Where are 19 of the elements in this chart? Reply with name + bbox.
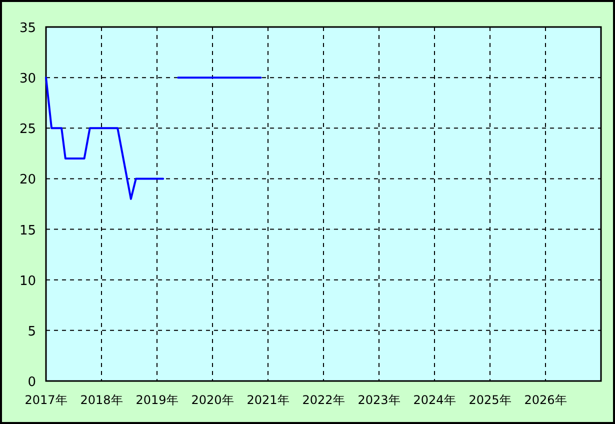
y-tick-label: 30 [19, 72, 36, 87]
y-tick-label: 5 [28, 324, 36, 340]
y-tick-label: 15 [19, 223, 36, 238]
x-tick-label: 2019年 [136, 393, 178, 407]
y-tick-label: 10 [19, 274, 36, 289]
y-tick-label: 25 [19, 122, 36, 138]
y-tick-label: 0 [28, 375, 36, 390]
x-tick-label: 2018年 [80, 393, 123, 407]
y-tick-label: 20 [19, 172, 36, 188]
x-tick-label: 2024年 [413, 393, 456, 407]
x-tick-label: 2026年 [524, 393, 567, 407]
x-tick-label: 2022年 [302, 393, 345, 407]
x-tick-label: 2025年 [468, 393, 512, 407]
y-tick-label: 35 [19, 21, 36, 36]
line-series [45, 76, 164, 200]
x-tick-label: 2020年 [191, 393, 234, 407]
x-tick-label: 2021年 [246, 393, 290, 407]
x-tick-label: 2023年 [358, 393, 400, 407]
x-tick-label: 2017年 [24, 393, 68, 407]
